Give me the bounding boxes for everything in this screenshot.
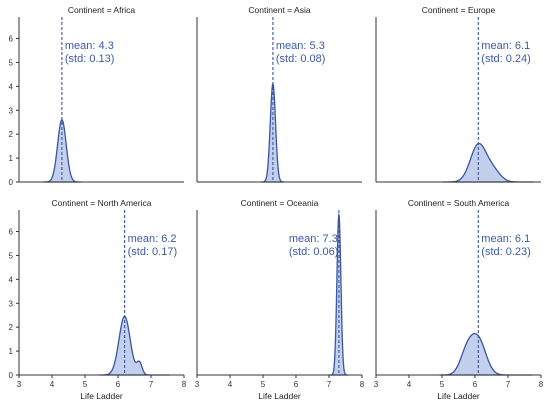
x-tick-label: 5 (261, 380, 266, 389)
x-tick-label: 6 (116, 380, 121, 389)
density-area (99, 315, 170, 376)
x-axis-label: Life Ladder (258, 391, 301, 401)
x-tick-label: 6 (294, 380, 299, 389)
y-tick-label: 2 (9, 323, 14, 332)
y-tick-label: 4 (9, 82, 14, 91)
panel-title: Continent = North America (52, 198, 152, 208)
panel-title: Continent = Asia (248, 5, 310, 15)
density-area (442, 142, 534, 183)
x-tick-label: 5 (440, 380, 445, 389)
y-tick-label: 5 (9, 251, 14, 260)
std-annotation: (std: 0.24) (481, 53, 531, 65)
y-tick-label: 2 (9, 130, 14, 139)
mean-annotation: mean: 6.1 (481, 233, 530, 245)
y-tick-label: 1 (9, 347, 14, 356)
x-tick-label: 7 (506, 380, 511, 389)
x-tick-label: 3 (374, 380, 379, 389)
x-tick-label: 8 (360, 380, 365, 389)
mean-annotation: mean: 4.3 (65, 40, 114, 52)
facet-panel-5: Continent = Oceania mean: 7.3(std: 0.06) 3… (195, 198, 365, 401)
facet-panel-4: Continent = North America mean: 6.2(std: … (9, 198, 187, 401)
mean-annotation: mean: 6.1 (481, 40, 530, 52)
facet-panel-3: Continent = Europe mean: 6.1(std: 0.24) (375, 5, 541, 183)
x-tick-label: 6 (473, 380, 478, 389)
std-annotation: (std: 0.06) (289, 246, 339, 258)
y-tick-label: 1 (9, 154, 14, 163)
mean-annotation: mean: 7.3 (289, 233, 338, 245)
x-tick-label: 4 (407, 380, 412, 389)
facet-panel-1: Continent = Africa mean: 4.3(std: 0.13) 0 1… (9, 5, 184, 187)
mean-annotation: mean: 5.3 (276, 40, 325, 52)
x-tick-label: 8 (182, 380, 187, 389)
x-tick-label: 8 (539, 380, 544, 389)
std-annotation: (std: 0.17) (128, 246, 178, 258)
y-tick-label: 0 (9, 178, 14, 187)
x-axis-label: Life Ladder (80, 391, 123, 401)
panel-title: Continent = Africa (68, 5, 136, 15)
x-tick-label: 4 (50, 380, 55, 389)
x-tick-label: 3 (195, 380, 200, 389)
facet-panel-6: Continent = South America mean: 6.1(std: … (374, 198, 544, 401)
x-tick-label: 5 (83, 380, 88, 389)
x-tick-label: 3 (17, 380, 22, 389)
std-annotation: (std: 0.13) (65, 53, 115, 65)
std-annotation: (std: 0.08) (276, 53, 326, 65)
y-tick-label: 3 (9, 106, 14, 115)
panel-title: Continent = South America (408, 198, 510, 208)
mean-annotation: mean: 6.2 (128, 233, 177, 245)
density-area (439, 332, 533, 376)
y-tick-label: 5 (9, 58, 14, 67)
x-tick-label: 7 (149, 380, 154, 389)
y-tick-label: 6 (9, 228, 14, 237)
facet-panel-2: Continent = Asia mean: 5.3(std: 0.08) (196, 5, 362, 183)
x-tick-label: 7 (327, 380, 332, 389)
std-annotation: (std: 0.23) (481, 246, 531, 258)
y-tick-label: 3 (9, 299, 14, 308)
y-tick-label: 0 (9, 371, 14, 380)
y-tick-label: 4 (9, 275, 14, 284)
panel-title: Continent = Oceania (241, 198, 319, 208)
panel-title: Continent = Europe (422, 5, 496, 15)
x-tick-label: 4 (228, 380, 233, 389)
y-tick-label: 6 (9, 35, 14, 44)
x-axis-label: Life Ladder (437, 391, 480, 401)
